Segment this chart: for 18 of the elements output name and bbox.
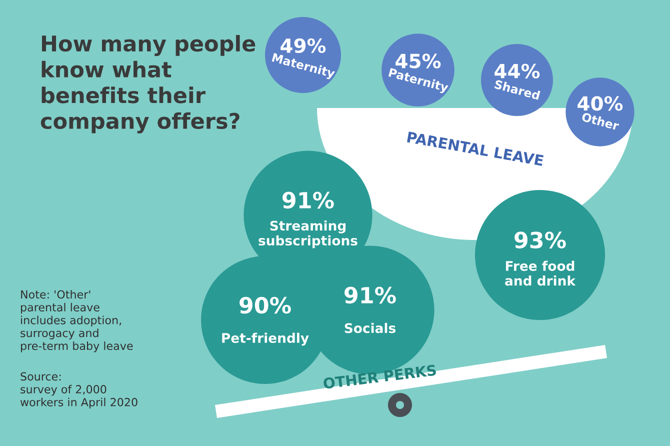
category-label: Streaming subscriptions: [258, 220, 358, 248]
data-label: 90%: [240, 296, 291, 314]
data-label: 91%: [344, 286, 396, 304]
source-note: Source: survey of 2,000 workers in April 2020: [20, 372, 138, 408]
data-label: 44%: [494, 64, 540, 78]
text: Note: 'Other' parental leave includes adoption, surrogacy and pre-term baby leave: [20, 290, 133, 352]
category-label: Shared: [494, 79, 540, 100]
data-label: 40%: [578, 96, 623, 111]
category-label: Socials: [344, 322, 396, 334]
data-label: 91%: [282, 192, 334, 209]
data-label: 45%: [396, 54, 441, 68]
text: How many people know what benefits their company offers?: [40, 35, 256, 134]
category-label: Pet-friendly: [222, 332, 309, 346]
data-label: 49%: [280, 38, 326, 54]
data-label: 93%: [514, 232, 566, 248]
text: OTHER PERKS: [323, 364, 436, 390]
category-label: Other: [581, 112, 620, 131]
category-label: Free food and drink: [505, 260, 576, 286]
